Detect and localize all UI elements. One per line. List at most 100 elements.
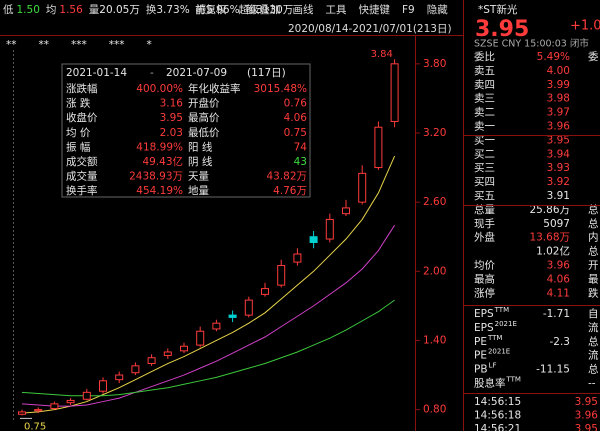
book-value: 3.92 [547,176,570,188]
candle-body [131,365,140,374]
toolbar-button[interactable]: 隐藏 [427,4,448,16]
tick-price: 3.96 [575,410,599,422]
book-label: 买一 [474,134,495,146]
book-value: 13.68万 [529,232,570,244]
stat-name: 年化收益率 [188,82,241,95]
stat-number: 400.00% [136,83,183,95]
book-extra: 跌 [588,286,599,299]
book-label: 均价 [474,260,495,272]
stat-number: 3015.48% [254,83,307,95]
fund-label: 股息率 [474,377,506,390]
book-value: 3.95 [547,134,570,146]
stat-value: 1.50 [17,4,40,16]
candle-body [358,172,367,203]
book-value: 25.86万 [529,204,570,216]
candle-body [325,218,334,240]
book-label: 现手 [474,217,495,230]
fund-label: PE [474,350,487,362]
book-label: 外盘 [474,231,495,244]
candle-body [50,403,59,409]
range-end[interactable]: 2021-07-09 [166,67,227,79]
high-marker: 3.84 [371,49,393,60]
stat-number: 3.16 [160,98,184,110]
stats-box-frame [61,63,311,198]
candle-body [293,253,302,263]
stat-label: 均 [46,4,57,16]
book-value: 3.91 [547,190,570,202]
change: +1.02 [570,19,600,34]
book-label: 涨停 [474,286,495,299]
book-extra: 总 [588,217,599,230]
masked-item: *** [109,39,125,51]
candle-body [99,380,107,392]
stat-number: 49.43亿 [142,155,183,168]
fund-value: -2.3 [550,336,571,348]
book-label: 最高 [474,272,495,285]
moving-average [21,224,396,407]
stat-name: 天量 [188,171,209,183]
range-label: 2020/08/14-2021/07/01(213日) [288,23,452,35]
book-label: 买三 [474,162,495,174]
book-value: 5097 [543,218,570,230]
toolbar-button[interactable]: 前复权 [195,3,227,16]
fund-label: EPS [474,308,494,320]
fund-label: PE [474,336,487,348]
stat-name: 换手率 [66,184,98,197]
toolbar-button[interactable]: F9 [402,4,415,16]
candle-body [18,411,26,415]
stat-number: 3.95 [160,112,183,124]
tick-time: 14:56:15 [474,396,521,408]
range-start[interactable]: 2021-01-14 [66,67,127,79]
candle-body [196,330,205,346]
candle-body [163,351,172,356]
book-label: 总量 [474,203,495,216]
stat-number: 2438.93万 [129,171,183,183]
tick-time: 14:56:18 [474,410,521,422]
stat-value: 20.05万 [99,4,140,16]
book-label: 委比 [474,50,495,63]
toolbar-button[interactable]: 超级叠加 [239,3,281,16]
fund-extra: 总 [588,363,599,376]
fund-sup: TTM [494,306,509,314]
toolbar-button[interactable]: 工具 [326,4,347,16]
stat-name: 成交额 [66,155,98,168]
book-extra: 总 [588,245,599,258]
book-label: 买五 [474,190,495,202]
book-value: 1.02亿 [536,245,570,258]
toolbar-button[interactable]: 画线 [293,3,314,16]
fund-label: EPS [474,322,494,334]
candle-body [244,299,253,316]
book-value: 3.99 [547,79,570,91]
book-label: 买四 [474,176,495,188]
candle-body [82,391,91,400]
stat-name: 阳 线 [188,140,213,153]
candle-body [342,207,350,215]
stat-name: 地量 [188,184,209,197]
fund-label: PB [474,364,488,376]
stat-value: 5.96% [206,4,239,16]
stat-number: 43.82万 [266,171,307,183]
stat-name: 阴 线 [188,155,213,168]
stat-number: 454.19% [136,185,183,197]
stat-name: 涨 跌 [66,97,91,110]
tick-price: 3.95 [575,423,598,431]
stat-number: 2.03 [160,127,183,139]
price: 3.95 [475,17,529,42]
masked-item: ** [6,39,17,51]
book-extra: 最 [588,273,599,285]
stat-name: 最高价 [188,111,220,124]
fund-sup: 2021E [488,348,510,356]
y-tick-label: 2.60 [423,196,446,208]
stat-number: 0.76 [284,98,308,110]
fund-value: -1.71 [543,308,570,320]
book-value: 3.94 [547,148,571,160]
toolbar-button[interactable]: 快捷键 [359,3,391,16]
fund-value: -11.15 [536,364,570,376]
stat-number: 4.06 [284,112,308,124]
book-value: 3.96 [547,260,571,272]
candle-body [147,357,156,365]
book-value: 4.11 [547,287,570,299]
stat-name: 振 幅 [66,140,90,153]
